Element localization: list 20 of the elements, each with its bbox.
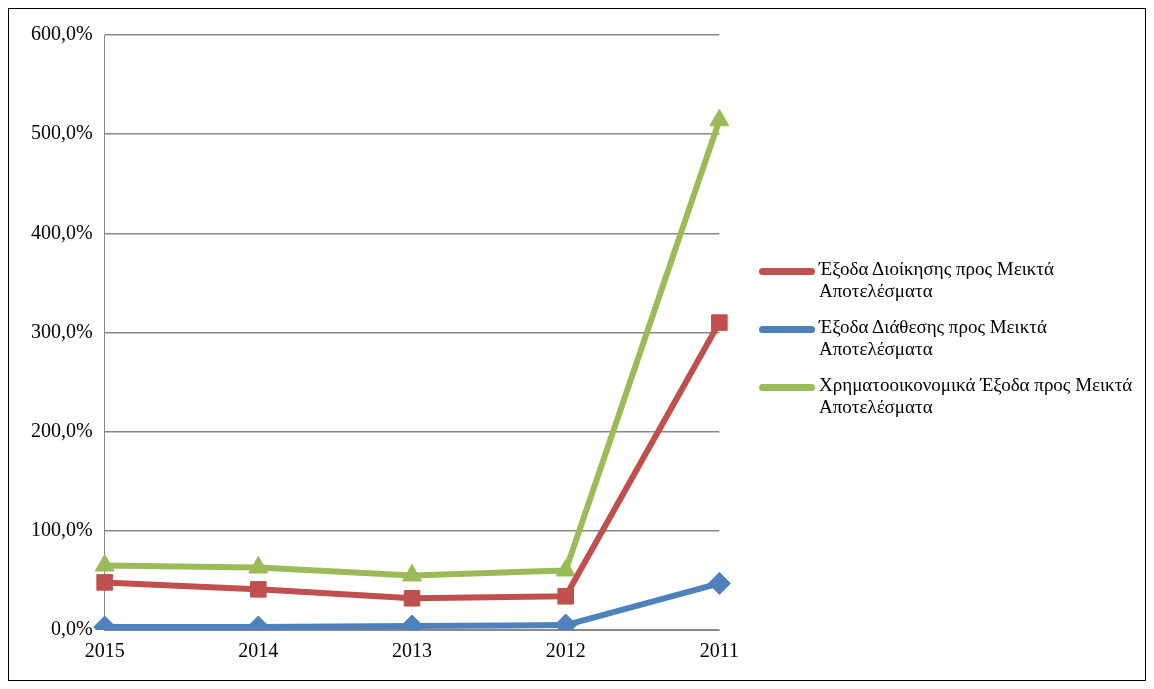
legend-label: Έξοδα Διάθεσης προς Μεικτά Αποτελέσματα <box>819 315 1048 360</box>
x-tick-label: 2014 <box>238 639 279 662</box>
y-tick-label: 300,0% <box>30 319 93 342</box>
y-tick-label: 500,0% <box>30 121 93 144</box>
point <box>555 559 576 577</box>
point <box>709 108 730 127</box>
y-tick-label: 100,0% <box>30 518 93 541</box>
y-tick-label: 400,0% <box>30 220 93 243</box>
x-tick-label: 2011 <box>699 639 739 662</box>
point <box>94 554 115 572</box>
x-tick-label: 2015 <box>84 639 125 662</box>
legend-label: Έξοδα Διοίκησης προς Μεικτά Αποτελέσματα <box>819 257 1055 302</box>
y-tick-label: 600,0% <box>30 22 93 45</box>
point <box>401 563 423 582</box>
point <box>248 556 269 574</box>
y-tick-label: 200,0% <box>30 418 93 441</box>
legend-label: Χρηματοοικονομικά Έξοδα προς Μεικτά Αποτελέσματα <box>819 373 1134 418</box>
y-tick-label: 0,0% <box>50 617 93 640</box>
x-tick-label: 2013 <box>392 639 433 662</box>
x-tick-label: 2012 <box>545 639 586 662</box>
